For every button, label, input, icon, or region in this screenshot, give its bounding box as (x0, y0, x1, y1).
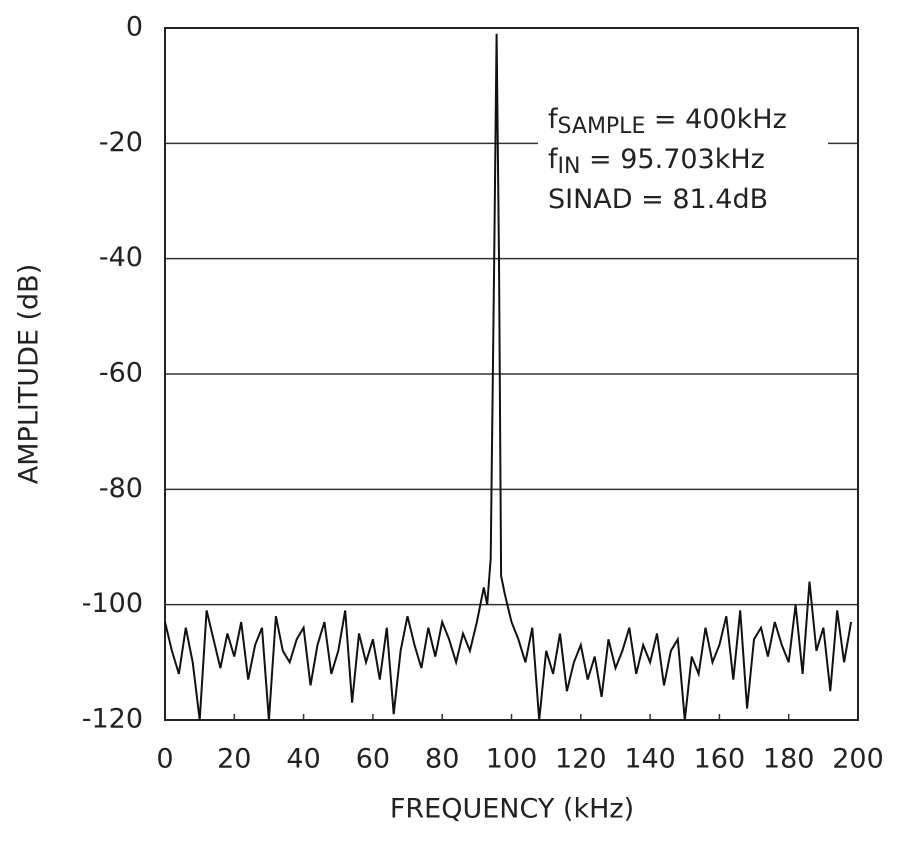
y-tick-label: 0 (126, 12, 143, 43)
annotation-subscript: SAMPLE (558, 114, 646, 139)
y-tick-label: -40 (99, 242, 143, 273)
x-tick-label: 80 (425, 744, 459, 775)
annotation: fIN = 95.703kHz (548, 144, 765, 180)
series-line (164, 33, 853, 721)
annotation-subscript: IN (558, 154, 581, 179)
annotation: fSAMPLE = 400kHz (548, 104, 787, 140)
plot-frame (164, 27, 859, 721)
x-tick-label: 160 (694, 744, 746, 775)
annotation-suffix: = 400kHz (645, 104, 786, 135)
y-tick-label: -60 (99, 358, 143, 389)
x-tick-label: 20 (217, 744, 251, 775)
x-tick-label: 0 (156, 744, 173, 775)
x-tick-label: 40 (286, 744, 320, 775)
annotation-suffix: = 95.703kHz (580, 144, 764, 175)
annotation: SINAD = 81.4dB (548, 184, 768, 215)
y-tick-label: -100 (82, 588, 143, 619)
x-tick-label: 60 (356, 744, 390, 775)
y-axis-label: AMPLITUDE (dB) (14, 264, 45, 484)
annotation-text: f (548, 144, 559, 175)
annotation-text: f (548, 104, 559, 135)
x-tick-label: 140 (624, 744, 676, 775)
annotation-text: SINAD = 81.4dB (548, 184, 768, 215)
y-tick-label: -120 (82, 704, 143, 735)
x-tick-label: 100 (486, 744, 538, 775)
x-axis-label: FREQUENCY (kHz) (390, 794, 634, 825)
x-tick-label: 120 (555, 744, 607, 775)
x-tick-label: 200 (832, 744, 884, 775)
y-tick-label: -20 (99, 127, 143, 158)
annotation-background (538, 96, 828, 224)
y-tick-label: -80 (99, 473, 143, 504)
x-tick-label: 180 (763, 744, 815, 775)
